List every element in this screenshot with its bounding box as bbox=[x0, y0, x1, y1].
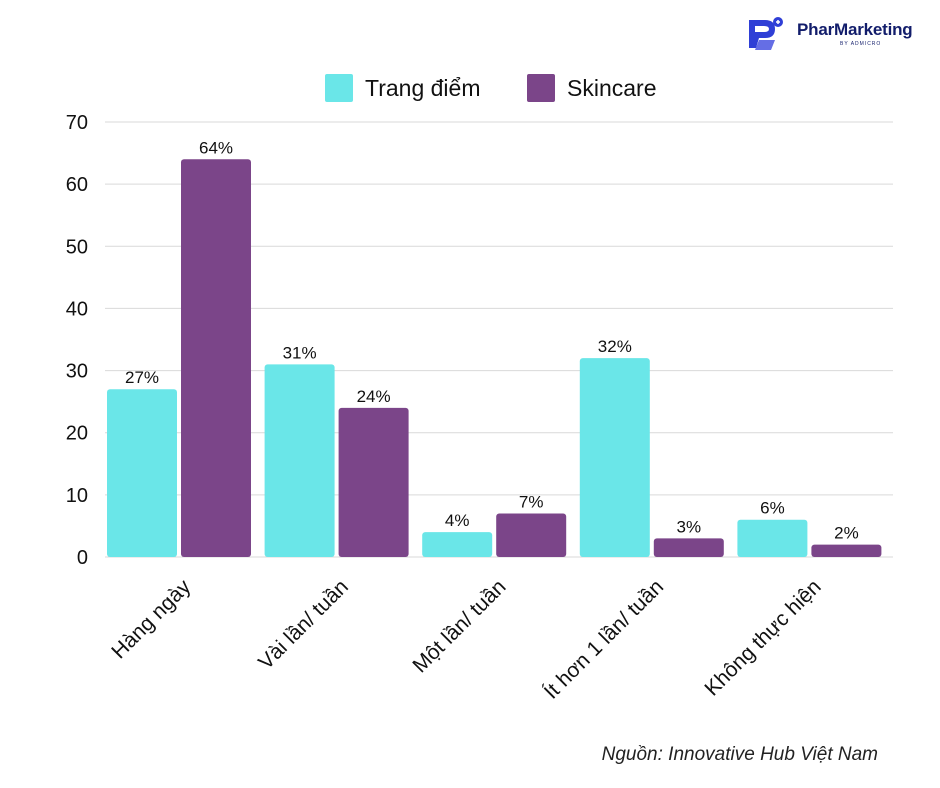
x-tick-label: Hàng ngày bbox=[107, 575, 195, 663]
x-tick-label: Vài lần/ tuần bbox=[254, 575, 353, 674]
data-label: 27% bbox=[125, 368, 159, 387]
data-label: 7% bbox=[519, 493, 544, 512]
legend-swatch bbox=[325, 74, 353, 102]
y-tick-label: 70 bbox=[66, 112, 88, 134]
brand-name: PharMarketing bbox=[797, 20, 913, 39]
bar-trang-diem bbox=[107, 389, 177, 557]
data-label: 64% bbox=[199, 138, 233, 157]
bar-trang-diem bbox=[422, 532, 493, 557]
source-note: Nguồn: Innovative Hub Việt Nam bbox=[601, 744, 878, 765]
bar-skincare bbox=[653, 538, 724, 557]
data-label: 24% bbox=[357, 387, 391, 406]
y-tick-label: 40 bbox=[66, 298, 88, 320]
bar-skincare bbox=[181, 159, 251, 558]
legend-label: Skincare bbox=[567, 75, 656, 101]
data-label: 4% bbox=[445, 511, 470, 530]
bar-trang-diem bbox=[737, 519, 808, 557]
y-tick-label: 60 bbox=[66, 174, 88, 196]
bars bbox=[107, 159, 882, 558]
bar-skincare bbox=[811, 544, 882, 557]
legend: Trang điểm Skincare bbox=[325, 74, 656, 102]
bar-trang-diem bbox=[264, 364, 335, 557]
data-label: 31% bbox=[283, 343, 317, 362]
brand-sub: BY ADMICRO bbox=[840, 41, 882, 47]
y-tick-label: 50 bbox=[66, 236, 88, 258]
x-tick-label: Ít hơn 1 lần/ tuần bbox=[540, 575, 668, 703]
bar-trang-diem bbox=[579, 358, 650, 557]
pharmarketing-logo-icon bbox=[749, 17, 783, 50]
x-axis: Hàng ngày Vài lần/ tuần Một lần/ tuần Ít hơ… bbox=[107, 575, 825, 704]
y-axis: 0 10 20 30 40 50 60 70 bbox=[66, 112, 88, 569]
legend-swatch bbox=[527, 74, 555, 102]
bar-skincare bbox=[338, 407, 409, 557]
data-label: 6% bbox=[760, 499, 785, 518]
bar-skincare bbox=[496, 513, 567, 557]
data-label: 3% bbox=[677, 517, 702, 536]
brand-logo: PharMarketing BY ADMICRO bbox=[745, 14, 935, 54]
legend-label: Trang điểm bbox=[365, 75, 480, 101]
bar-chart: Trang điểm Skincare 0 10 20 30 40 50 60 70 27% 64… bbox=[66, 74, 893, 704]
x-tick-label: Một lần/ tuần bbox=[408, 575, 510, 677]
y-tick-label: 20 bbox=[66, 423, 88, 445]
data-label: 2% bbox=[834, 524, 859, 543]
y-tick-label: 30 bbox=[66, 361, 88, 383]
data-label: 32% bbox=[598, 337, 632, 356]
y-tick-label: 0 bbox=[77, 547, 88, 569]
x-tick-label: Không thực hiện bbox=[700, 575, 825, 700]
data-labels: 27% 64% 31% 24% 4% 7% 32% 3% 6% 2% bbox=[125, 138, 859, 542]
y-tick-label: 10 bbox=[66, 485, 88, 507]
